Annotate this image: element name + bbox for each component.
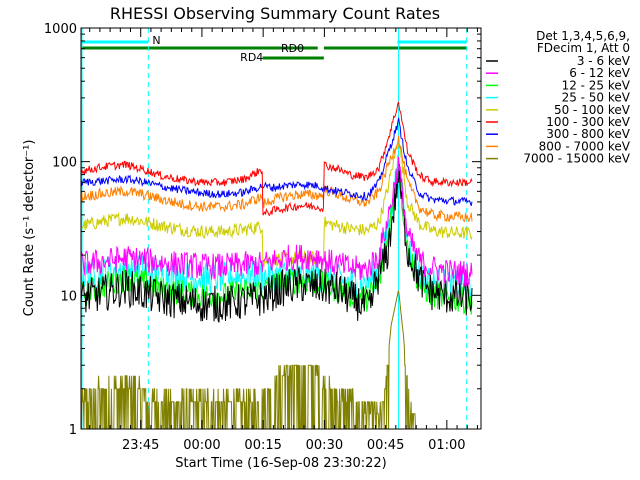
series-line-300-800- [81,117,473,206]
series-line-100-300- [81,100,473,217]
y-tick-label: 1 [69,423,77,438]
flag-n-label: N [152,34,160,47]
legend-header-2: FDecim 1, Att 0 [537,41,630,55]
flag-rd4-label: RD4 [240,51,263,64]
flag-bars: N RD0 RD4 [81,34,467,64]
legend-header-1: Det 1,3,4,5,6,9, [536,29,630,43]
legend-entry: 50 - 100 keV [554,103,631,117]
y-tick-label: 10 [60,289,77,304]
legend: Det 1,3,4,5,6,9, FDecim 1, Att 0 3 - 6 k… [486,29,631,166]
x-tick-label: 23:45 [122,438,159,453]
series-line-3-6- [81,163,473,323]
legend-entry: 3 - 6 keV [577,54,631,68]
x-axis-label: Start Time (16-Sep-08 23:30:22) [175,456,386,471]
chart-title: RHESSI Observing Summary Count Rates [110,4,440,23]
x-tick-label: 00:00 [183,438,220,453]
y-axis-label: Count Rate (s⁻¹ detector⁻¹) [22,140,37,317]
legend-entry: 100 - 300 keV [546,115,630,129]
y-tick-label: 100 [52,156,77,171]
legend-entry: 7000 - 15000 keV [523,152,630,166]
series-line-6-12- [81,156,473,287]
legend-entry: 6 - 12 keV [569,66,631,80]
legend-entry: 300 - 800 keV [546,127,630,141]
series-line-800-7000- [81,135,473,223]
x-tick-label: 00:45 [367,438,404,453]
x-tick-label: 00:30 [306,438,343,453]
series-line-50-100- [81,143,473,268]
x-axis: 23:45 00:00 00:15 00:30 00:45 01:00 [89,28,478,453]
series-group [81,100,473,429]
legend-entry: 25 - 50 keV [562,91,631,105]
series-line-7000-15000- [81,290,416,429]
legend-entry: 800 - 7000 keV [539,139,631,153]
y-axis: 1 10 100 1000 [44,22,481,438]
x-tick-label: 01:00 [428,438,465,453]
flag-rd0-label: RD0 [281,42,304,55]
plot-frame [80,27,482,430]
x-tick-label: 00:15 [244,438,281,453]
vertical-markers [81,28,468,429]
legend-entry: 12 - 25 keV [562,78,631,92]
y-tick-label: 1000 [44,22,77,37]
